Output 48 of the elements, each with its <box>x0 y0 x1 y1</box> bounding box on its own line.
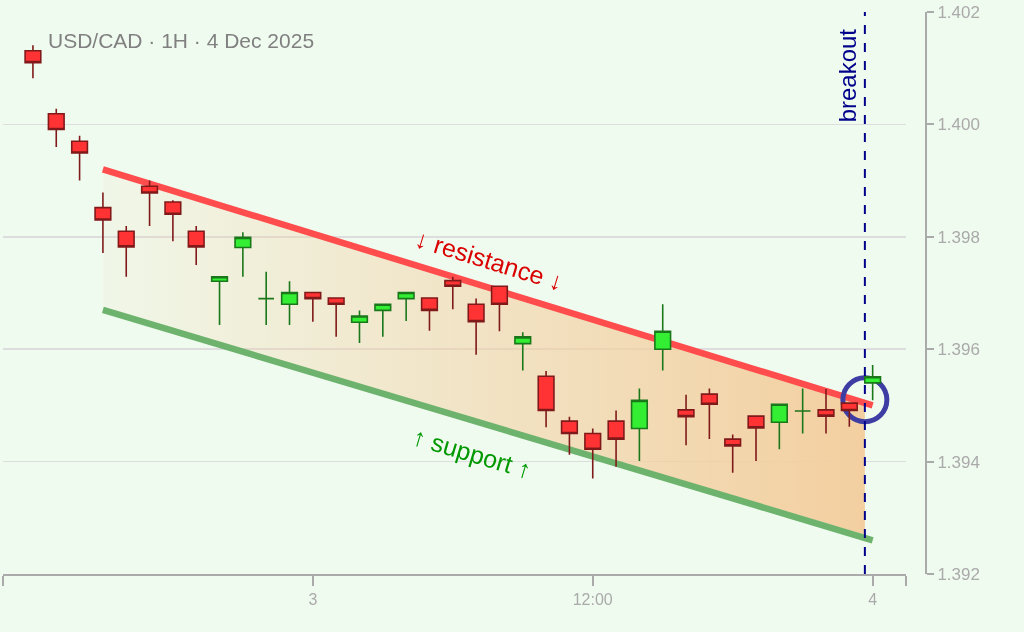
x-tick-label: 4 <box>868 591 878 609</box>
candlestick <box>514 331 532 372</box>
candlestick <box>490 285 509 333</box>
text: USD/CAD · 1H · 4 Dec 2025 <box>48 29 315 53</box>
candlestick <box>864 364 882 402</box>
y-tick-label: 1.394 <box>937 452 980 472</box>
candlestick <box>94 191 112 254</box>
candlestick <box>187 225 205 266</box>
candlestick <box>700 387 719 440</box>
x-tick-label: 12:00 <box>572 591 613 609</box>
candlestick <box>164 199 182 243</box>
candlestick <box>770 403 788 451</box>
x-tick-label: 3 <box>308 591 318 609</box>
candlestick <box>47 107 65 148</box>
y-tick-label: 1.400 <box>937 115 980 135</box>
annotation: ↑ support ↑ <box>409 422 535 484</box>
candlestick <box>677 393 695 447</box>
candlestick <box>210 275 229 326</box>
ref-line-label: breakout <box>834 28 862 123</box>
y-tick-label: 1.402 <box>937 2 980 22</box>
candlestick <box>654 303 672 372</box>
candlestick <box>794 387 812 435</box>
candlestick <box>304 291 322 323</box>
candlestick <box>607 409 625 468</box>
candlestick <box>280 280 299 326</box>
y-tick-label: 1.392 <box>937 564 980 584</box>
candlestick <box>817 388 835 435</box>
candlestick <box>724 433 742 474</box>
candlestick <box>257 270 275 326</box>
candlestick <box>374 303 392 338</box>
candlestick <box>117 225 135 278</box>
candlestick <box>350 309 369 344</box>
candlestick <box>140 179 159 227</box>
candlestick <box>584 427 602 480</box>
candlestick <box>537 370 555 429</box>
candlestick <box>24 44 42 80</box>
candlestick <box>327 297 345 338</box>
candlestick <box>747 415 765 462</box>
candlestick <box>560 415 579 456</box>
candlestick <box>70 134 89 182</box>
candlestick <box>467 297 485 356</box>
y-tick-label: 1.396 <box>937 340 980 360</box>
candlestick <box>234 231 252 278</box>
candlestick <box>840 402 858 428</box>
candlestick <box>397 291 415 322</box>
y-tick-label: 1.398 <box>937 227 980 247</box>
candlestick <box>630 387 649 462</box>
candlestick <box>420 297 439 332</box>
